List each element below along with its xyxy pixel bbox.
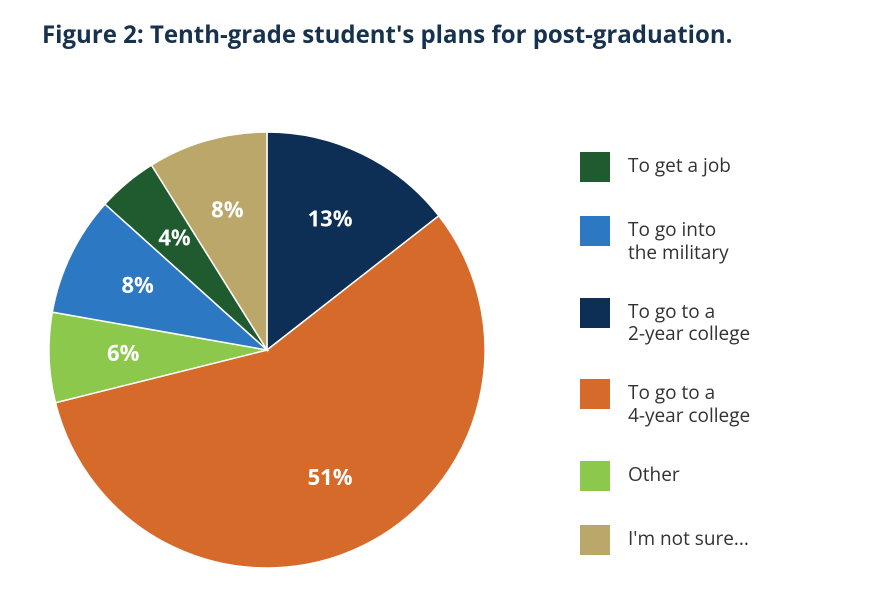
legend-item-get_job: To get a job (580, 152, 750, 182)
legend-item-four_year: To go to a 4-year college (580, 379, 750, 427)
legend: To get a job To go into the military To go… (580, 152, 750, 555)
legend-item-military: To go into the military (580, 216, 750, 264)
slice-label-two_year: 13% (308, 204, 353, 234)
slice-label-military: 8% (121, 270, 154, 300)
legend-swatch-two_year (580, 298, 610, 328)
legend-item-other: Other (580, 461, 750, 491)
figure-container: Figure 2: Tenth-grade student's plans fo… (0, 0, 875, 608)
slice-label-four_year: 51% (308, 462, 353, 492)
legend-label-get_job: To get a job (628, 152, 731, 177)
legend-swatch-not_sure (580, 525, 610, 555)
legend-label-not_sure: I'm not sure... (628, 525, 749, 550)
legend-label-other: Other (628, 461, 680, 486)
legend-item-not_sure: I'm not sure... (580, 525, 750, 555)
legend-swatch-four_year (580, 379, 610, 409)
legend-label-four_year: To go to a 4-year college (628, 379, 750, 427)
legend-label-two_year: To go to a 2-year college (628, 298, 750, 346)
legend-label-military: To go into the military (628, 216, 729, 264)
legend-swatch-get_job (580, 152, 610, 182)
legend-item-two_year: To go to a 2-year college (580, 298, 750, 346)
slice-label-other: 6% (107, 338, 140, 368)
slice-label-not_sure: 8% (211, 195, 244, 225)
legend-swatch-other (580, 461, 610, 491)
legend-swatch-military (580, 216, 610, 246)
slice-label-get_job: 4% (158, 223, 191, 253)
